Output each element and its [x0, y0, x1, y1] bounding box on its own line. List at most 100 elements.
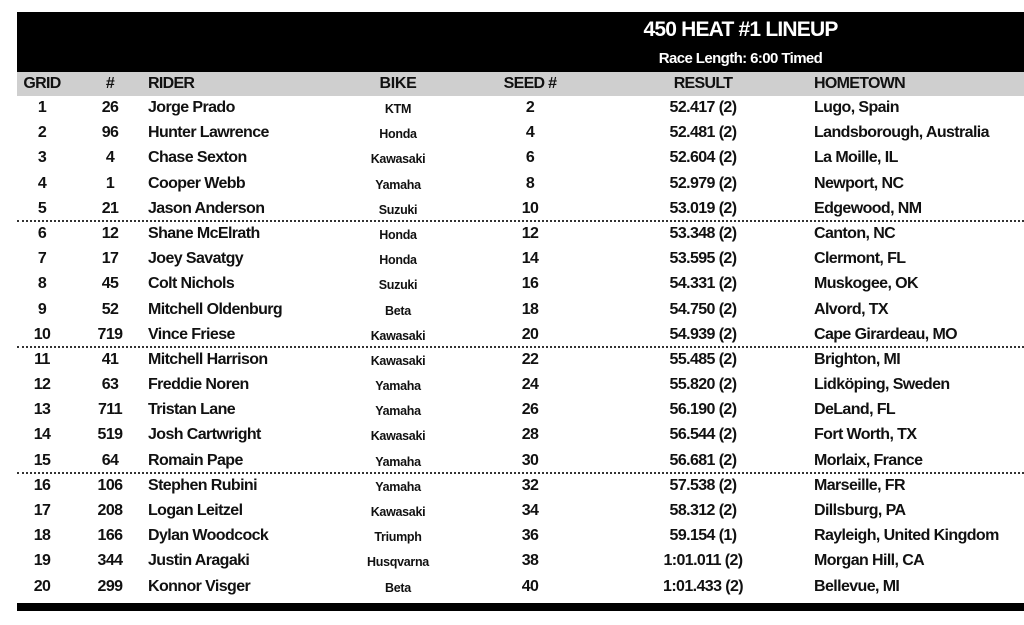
cell-seed: 14	[521, 250, 539, 268]
table-row: 18 166 Dylan Woodcock Triumph 36 59.154 (1) Ra…	[17, 524, 1024, 549]
cell-rider: Romain Pape	[148, 451, 243, 469]
cell-result: 58.312 (2)	[669, 502, 738, 519]
table-row: 2 96 Hunter Lawrence Honda 4 52.481 (2) Landsb…	[17, 121, 1024, 146]
cell-grid: 17	[33, 502, 51, 519]
cell-seed: 6	[525, 149, 535, 167]
cell-num: 519	[97, 426, 124, 444]
cell-grid: 13	[33, 401, 51, 419]
cell-grid: 15	[33, 451, 51, 469]
cell-grid: 16	[33, 476, 51, 494]
cell-bike: Kawasaki	[370, 328, 426, 343]
cell-hometown: Morgan Hill, CA	[814, 552, 925, 570]
cell-num: 45	[101, 275, 119, 293]
table-row: 15 64 Romain Pape Yamaha 30 56.681 (2) Morlaix…	[17, 449, 1024, 474]
cell-bike: Yamaha	[375, 379, 421, 394]
cell-result: 53.595 (2)	[669, 250, 738, 268]
cell-hometown: Morlaix, France	[814, 451, 923, 469]
cell-result: 53.019 (2)	[669, 199, 738, 217]
table-row: 13 711 Tristan Lane Yamaha 26 56.190 (2) DeLan…	[17, 398, 1024, 423]
col-bike: BIKE	[379, 75, 417, 92]
cell-bike: Yamaha	[375, 177, 421, 192]
cell-hometown: Muskogee, OK	[814, 275, 919, 293]
cell-bike: Kawasaki	[370, 353, 426, 368]
table-row: 14 519 Josh Cartwright Kawasaki 28 56.544 (2)…	[17, 423, 1024, 448]
cell-hometown: Edgewood, NM	[814, 199, 922, 217]
cell-rider: Tristan Lane	[148, 401, 236, 419]
cell-result: 54.750 (2)	[669, 300, 738, 318]
cell-bike: Honda	[379, 253, 417, 268]
cell-num: 1	[105, 174, 115, 192]
cell-result: 59.154 (1)	[669, 527, 738, 545]
cell-num: 63	[101, 376, 119, 394]
cell-rider: Mitchell Harrison	[148, 350, 268, 368]
race-length: Race Length: 6:00 Timed	[17, 50, 1024, 67]
header-banner: 450 HEAT #1 LINEUP Race Length: 6:00 Tim…	[17, 12, 1024, 72]
cell-num: 299	[97, 577, 124, 595]
cell-seed: 40	[521, 577, 539, 595]
cell-num: 17	[101, 250, 119, 268]
cell-num: 208	[97, 502, 124, 519]
cell-grid: 4	[37, 174, 47, 192]
cell-hometown: Cape Girardeau, MO	[814, 325, 958, 343]
subtitle-text: Race Length: 6:00 Timed	[658, 50, 823, 67]
cell-grid: 6	[37, 224, 47, 242]
cell-hometown: Bellevue, MI	[814, 577, 900, 595]
cell-num: 4	[105, 149, 115, 167]
cell-result: 57.538 (2)	[669, 476, 738, 494]
cell-hometown: Lidköping, Sweden	[814, 376, 950, 394]
cell-bike: Kawasaki	[370, 505, 426, 519]
table-row: 11 41 Mitchell Harrison Kawasaki 22 55.485 (2…	[17, 348, 1024, 373]
cell-num: 52	[101, 300, 119, 318]
table-row: 1 26 Jorge Prado KTM 2 52.417 (2) Lugo, Spain	[17, 96, 1024, 121]
cell-result: 52.417 (2)	[669, 99, 738, 116]
cell-num: 64	[101, 451, 119, 469]
cell-rider: Chase Sexton	[148, 149, 247, 167]
cell-hometown: Newport, NC	[814, 174, 904, 192]
cell-grid: 14	[33, 426, 51, 444]
cell-hometown: DeLand, FL	[814, 401, 896, 419]
cell-rider: Freddie Noren	[148, 376, 249, 394]
cell-seed: 34	[521, 502, 539, 519]
cell-rider: Cooper Webb	[148, 174, 246, 192]
cell-hometown: Fort Worth, TX	[814, 426, 917, 444]
table-row: 10 719 Vince Friese Kawasaki 20 54.939 (2) Cap…	[17, 323, 1024, 348]
cell-hometown: Lugo, Spain	[814, 99, 900, 116]
cell-grid: 10	[33, 325, 51, 343]
col-rider: RIDER	[148, 75, 195, 92]
cell-seed: 16	[521, 275, 539, 293]
cell-result: 52.481 (2)	[669, 124, 738, 142]
cell-bike: Honda	[379, 227, 417, 242]
cell-seed: 18	[521, 300, 539, 318]
cell-bike: Kawasaki	[370, 429, 426, 444]
cell-num: 12	[101, 224, 119, 242]
cell-hometown: Brighton, MI	[814, 350, 901, 368]
cell-rider: Hunter Lawrence	[148, 124, 269, 142]
cell-num: 711	[97, 401, 123, 419]
table-row: 8 45 Colt Nichols Suzuki 16 54.331 (2) Muskoge…	[17, 272, 1024, 297]
table-row: 20 299 Konnor Visger Beta 40 1:01.433 (2) Bell…	[17, 575, 1024, 600]
cell-seed: 26	[521, 401, 539, 419]
cell-seed: 4	[525, 124, 535, 142]
lineup-sheet: 450 HEAT #1 LINEUP Race Length: 6:00 Tim…	[17, 12, 1024, 611]
cell-result: 55.485 (2)	[669, 350, 738, 368]
cell-seed: 32	[521, 476, 539, 494]
cell-bike: Suzuki	[378, 202, 418, 217]
cell-grid: 19	[33, 552, 51, 570]
table-row: 12 63 Freddie Noren Yamaha 24 55.820 (2) Lidkö…	[17, 373, 1024, 398]
cell-seed: 28	[521, 426, 539, 444]
cell-seed: 8	[525, 174, 535, 192]
cell-result: 54.331 (2)	[669, 275, 738, 293]
cell-seed: 20	[521, 325, 539, 343]
cell-rider: Vince Friese	[148, 325, 235, 343]
col-grid: GRID	[23, 75, 61, 92]
cell-result: 1:01.433 (2)	[663, 577, 744, 595]
cell-result: 52.604 (2)	[669, 149, 738, 167]
table-body: 1 26 Jorge Prado KTM 2 52.417 (2) Lugo, Spain 2…	[17, 96, 1024, 600]
cell-result: 54.939 (2)	[669, 325, 738, 343]
cell-bike: Husqvarna	[367, 555, 429, 570]
cell-bike: Yamaha	[375, 404, 421, 419]
table-row: 4 1 Cooper Webb Yamaha 8 52.979 (2) Newport, N…	[17, 172, 1024, 197]
cell-seed: 12	[521, 224, 539, 242]
cell-num: 719	[97, 325, 124, 343]
cell-num: 21	[101, 199, 119, 217]
